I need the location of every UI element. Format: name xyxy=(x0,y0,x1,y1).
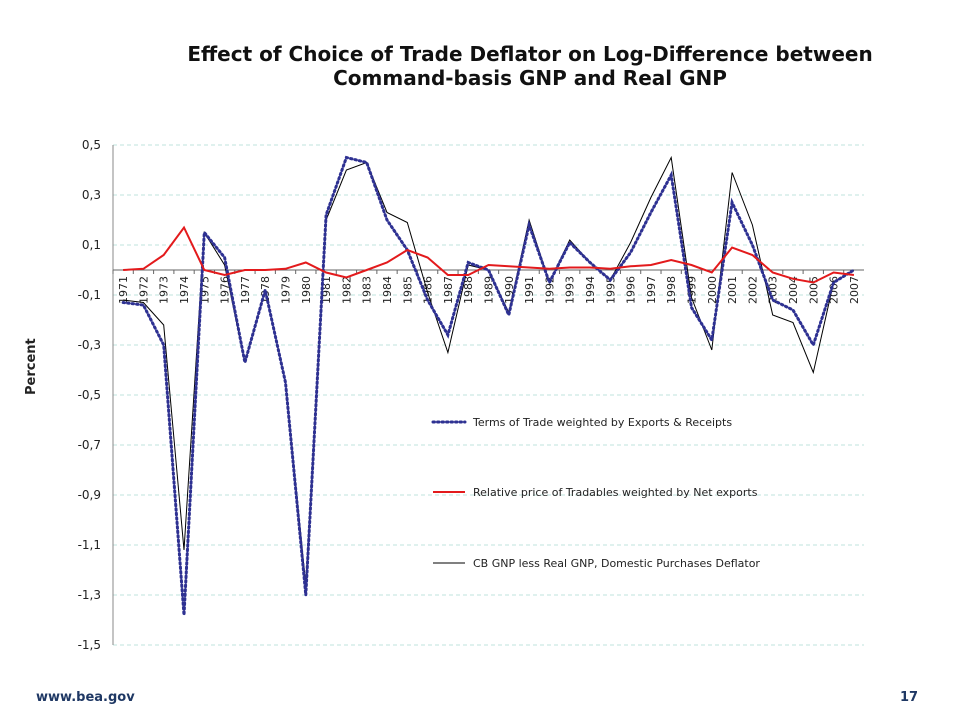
series-line xyxy=(123,225,855,284)
gridlines xyxy=(113,144,864,646)
x-tick-label: 1974 xyxy=(178,276,191,304)
x-tick-label: 1994 xyxy=(584,276,597,304)
chart-title: Effect of Choice of Trade Deflator on Lo… xyxy=(0,42,960,90)
x-tick-label: 1971 xyxy=(117,276,130,304)
y-tick-label: -0,5 xyxy=(78,388,101,402)
x-tick-label: 2003 xyxy=(767,276,780,304)
x-tick-label: 2000 xyxy=(706,276,719,304)
x-tick-label: 1988 xyxy=(462,276,475,304)
x-tick-label: 1982 xyxy=(340,276,353,304)
chart-title-line1: Effect of Choice of Trade Deflator on Lo… xyxy=(187,42,873,66)
legend: Terms of Trade weighted by Exports & Rec… xyxy=(431,416,760,570)
x-tick-label: 1984 xyxy=(381,276,394,304)
y-axis-label: Percent xyxy=(24,338,39,395)
x-tick-label: 2002 xyxy=(746,276,759,304)
x-tick-label: 1993 xyxy=(564,276,577,304)
legend-label: Terms of Trade weighted by Exports & Rec… xyxy=(472,416,732,429)
x-tick-label: 2007 xyxy=(848,276,861,304)
y-tick-label: -0,3 xyxy=(78,338,101,352)
y-tick-label: -0,7 xyxy=(78,438,101,452)
y-tick-label: -0,9 xyxy=(78,488,101,502)
footer-url-link[interactable]: www.bea.gov xyxy=(36,690,135,705)
y-axis: 0,5 0,3 0,1 -0,1 -0,3 -0,5 -0,7 -0,9 -1,1 -1,3 -1,… xyxy=(78,138,114,652)
x-tick-label: 1995 xyxy=(604,276,617,304)
x-tick-label: 1996 xyxy=(625,276,638,304)
y-tick-label: -0,1 xyxy=(78,288,101,302)
y-tick-label: 0,5 xyxy=(82,138,101,152)
x-tick-label: 1992 xyxy=(543,276,556,304)
legend-label: CB GNP less Real GNP, Domestic Purchases… xyxy=(473,557,760,570)
x-tick-label: 1972 xyxy=(137,276,150,304)
y-tick-label: 0,3 xyxy=(82,188,101,202)
x-tick-label: 1997 xyxy=(645,276,658,304)
x-tick-label: 1991 xyxy=(523,276,536,304)
series-lines xyxy=(121,155,856,616)
y-tick-label: 0,1 xyxy=(82,238,101,252)
x-tick-label: 1973 xyxy=(158,276,171,304)
x-tick-label: 1983 xyxy=(361,276,374,304)
y-tick-label: -1,1 xyxy=(78,538,101,552)
x-tick-label: 1980 xyxy=(300,276,313,304)
y-tick-label: -1,3 xyxy=(78,588,101,602)
y-tick-label: -1,5 xyxy=(78,638,101,652)
x-tick-label: 1979 xyxy=(280,276,293,304)
page-number: 17 xyxy=(900,690,919,705)
x-tick-label: 2001 xyxy=(726,276,739,304)
series-line xyxy=(123,155,855,586)
series-line xyxy=(121,155,856,616)
x-tick-label: 1989 xyxy=(483,276,496,304)
x-tick-label: 2004 xyxy=(787,276,800,304)
chart-title-line2: Command-basis GNP and Real GNP xyxy=(333,66,727,90)
x-tick-label: 1985 xyxy=(401,276,414,304)
legend-label: Relative price of Tradables weighted by … xyxy=(473,486,758,499)
x-tick-label: 1977 xyxy=(239,276,252,304)
x-tick-label: 1987 xyxy=(442,276,455,304)
x-tick-label: 1998 xyxy=(665,276,678,304)
